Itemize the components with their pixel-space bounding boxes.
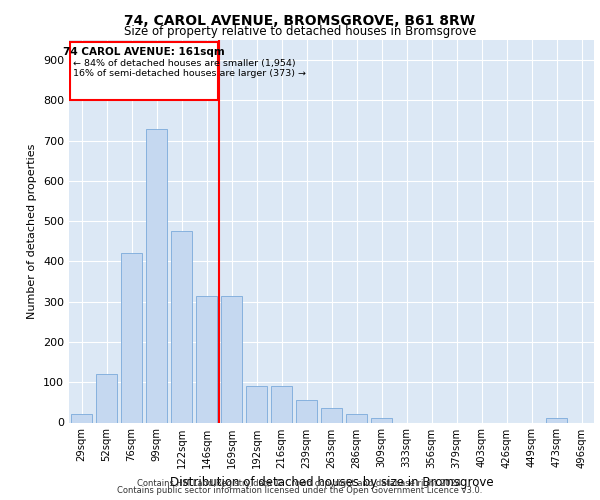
Bar bbox=[321, 408, 342, 422]
Bar bbox=[371, 418, 392, 422]
Text: Contains public sector information licensed under the Open Government Licence v3: Contains public sector information licen… bbox=[118, 486, 482, 495]
Text: Contains HM Land Registry data © Crown copyright and database right 2024.: Contains HM Land Registry data © Crown c… bbox=[137, 478, 463, 488]
Bar bbox=[171, 231, 192, 422]
Bar bbox=[346, 414, 367, 422]
Bar bbox=[196, 296, 217, 422]
Text: 74, CAROL AVENUE, BROMSGROVE, B61 8RW: 74, CAROL AVENUE, BROMSGROVE, B61 8RW bbox=[125, 14, 476, 28]
Bar bbox=[96, 374, 117, 422]
Bar bbox=[71, 414, 92, 422]
Text: 74 CAROL AVENUE: 161sqm: 74 CAROL AVENUE: 161sqm bbox=[63, 47, 225, 57]
Text: 16% of semi-detached houses are larger (373) →: 16% of semi-detached houses are larger (… bbox=[73, 70, 306, 78]
Text: Size of property relative to detached houses in Bromsgrove: Size of property relative to detached ho… bbox=[124, 25, 476, 38]
Bar bbox=[546, 418, 567, 422]
Y-axis label: Number of detached properties: Number of detached properties bbox=[28, 144, 37, 319]
Bar bbox=[146, 128, 167, 422]
Bar bbox=[121, 254, 142, 422]
X-axis label: Distribution of detached houses by size in Bromsgrove: Distribution of detached houses by size … bbox=[170, 476, 493, 489]
Bar bbox=[221, 296, 242, 422]
Text: ← 84% of detached houses are smaller (1,954): ← 84% of detached houses are smaller (1,… bbox=[73, 59, 296, 68]
Bar bbox=[296, 400, 317, 422]
Bar bbox=[70, 42, 218, 100]
Bar bbox=[271, 386, 292, 422]
Bar bbox=[246, 386, 267, 422]
